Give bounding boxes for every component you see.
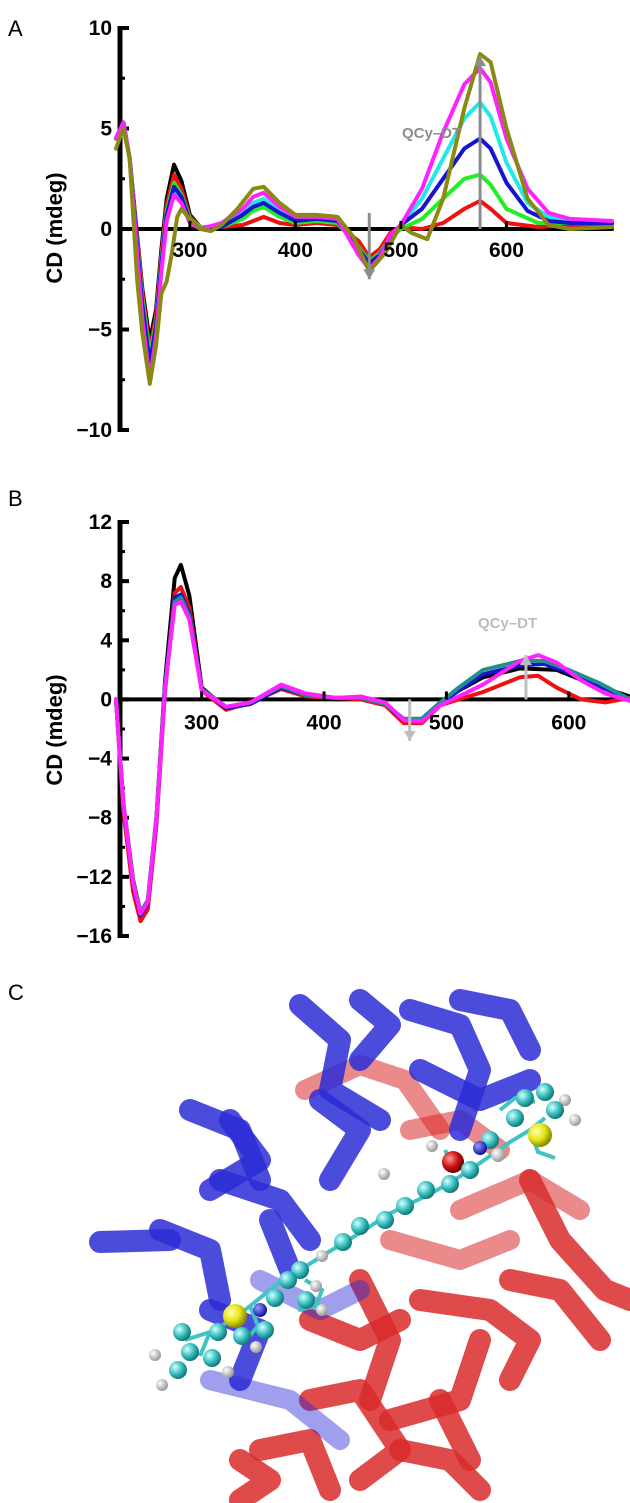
panel-label-b: B bbox=[8, 486, 23, 511]
panel-label-a: A bbox=[8, 16, 23, 41]
cd-chart-b: −16 −12 −8 −4 0 4 8 12 CD (mdeg) 300 400 500 600 QCy–… bbox=[42, 511, 630, 948]
x-tick-label: 500 bbox=[383, 239, 418, 262]
arrow-down bbox=[363, 212, 376, 280]
y-tick-label: −12 bbox=[76, 866, 112, 889]
x-tick-label: 400 bbox=[278, 239, 313, 262]
x-tick-label: 300 bbox=[184, 711, 219, 734]
series-line-1 bbox=[114, 562, 630, 915]
y-tick-label: 12 bbox=[89, 511, 112, 534]
y-tick-label: −8 bbox=[88, 807, 112, 830]
y-tick-label: −5 bbox=[88, 319, 112, 342]
dna-strand-red bbox=[229, 1055, 630, 1503]
y-tick-label: 8 bbox=[100, 570, 112, 593]
x-tick-label: 400 bbox=[307, 711, 342, 734]
y-tick-label: −4 bbox=[88, 748, 112, 771]
x-tick-label: 300 bbox=[172, 239, 207, 262]
panel-label-c: C bbox=[8, 980, 24, 1005]
arrow-down bbox=[403, 699, 416, 741]
x-tick-label: 600 bbox=[551, 711, 586, 734]
series-line-2 bbox=[114, 120, 614, 352]
y-axis-label: CD (mdeg) bbox=[42, 674, 67, 785]
y-tick-label: 0 bbox=[100, 218, 112, 241]
series-line-7 bbox=[114, 52, 614, 386]
y-tick-label: −16 bbox=[76, 925, 112, 948]
y-tick-label: −10 bbox=[76, 419, 112, 442]
series-line-5 bbox=[114, 599, 630, 916]
x-tick-label: 600 bbox=[489, 239, 524, 262]
arrow-up bbox=[519, 655, 532, 700]
arrow-up bbox=[474, 56, 487, 229]
series-line-4 bbox=[114, 100, 614, 372]
qcy-dt-annotation: QCy–DT bbox=[402, 125, 461, 142]
cd-chart-a: −10 −5 0 5 10 CD (mdeg) 300 400 500 600 QCy–DT bbox=[42, 17, 614, 442]
series-line-1 bbox=[114, 120, 614, 344]
y-tick-label: 10 bbox=[89, 17, 112, 40]
y-tick-label: 4 bbox=[100, 629, 112, 652]
y-tick-label: 0 bbox=[100, 688, 112, 711]
x-tick-label: 500 bbox=[429, 711, 464, 734]
y-axis-label: CD (mdeg) bbox=[42, 172, 67, 283]
y-tick-label: 5 bbox=[100, 118, 112, 141]
ligand-atoms bbox=[149, 1083, 581, 1391]
dna-ligand-model bbox=[89, 989, 630, 1503]
qcy-dt-annotation: QCy–DT bbox=[478, 615, 537, 632]
